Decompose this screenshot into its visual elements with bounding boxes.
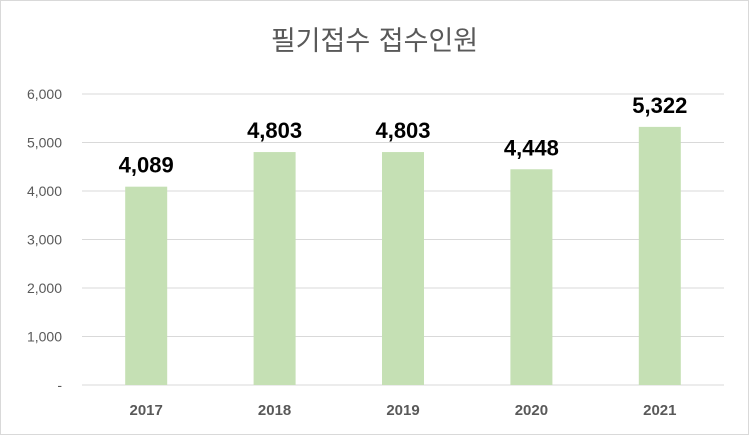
y-tick-label-2000: 2,000 (27, 280, 62, 296)
x-tick-label-2020: 2020 (515, 402, 548, 419)
x-tick-label-2017: 2017 (130, 402, 163, 419)
y-tick-label-1000: 1,000 (27, 329, 62, 345)
data-label-2018: 4,803 (247, 118, 302, 143)
y-tick-label-6000: 6,000 (27, 86, 62, 102)
y-tick-label-4000: 4,000 (27, 183, 62, 199)
data-labels: 4,089 4,803 4,803 4,448 5,322 (119, 93, 688, 178)
data-label-2021: 5,322 (632, 93, 687, 118)
chart-title: 필기접수 접수인원 (270, 26, 479, 57)
bars (125, 126, 681, 386)
y-tick-label-5000: 5,000 (27, 135, 62, 151)
x-tick-label-2021: 2021 (643, 402, 676, 419)
bar-2020 (510, 169, 553, 385)
data-label-2019: 4,803 (375, 118, 430, 143)
x-axis-ticks: 2017 2018 2019 2020 2021 (130, 402, 677, 419)
y-tick-label-0: - (57, 377, 62, 393)
bar-2018 (253, 152, 296, 385)
y-tick-label-3000: 3,000 (27, 232, 62, 248)
x-tick-label-2019: 2019 (386, 402, 419, 419)
data-label-2017: 4,089 (119, 153, 174, 178)
bar-2021 (638, 126, 681, 386)
bar-2019 (382, 152, 424, 385)
data-label-2020: 4,448 (504, 135, 559, 160)
x-tick-label-2018: 2018 (258, 402, 291, 419)
y-axis-ticks: - 1,000 2,000 3,000 4,000 5,000 6,000 (27, 86, 62, 393)
bar-2017 (125, 186, 168, 385)
